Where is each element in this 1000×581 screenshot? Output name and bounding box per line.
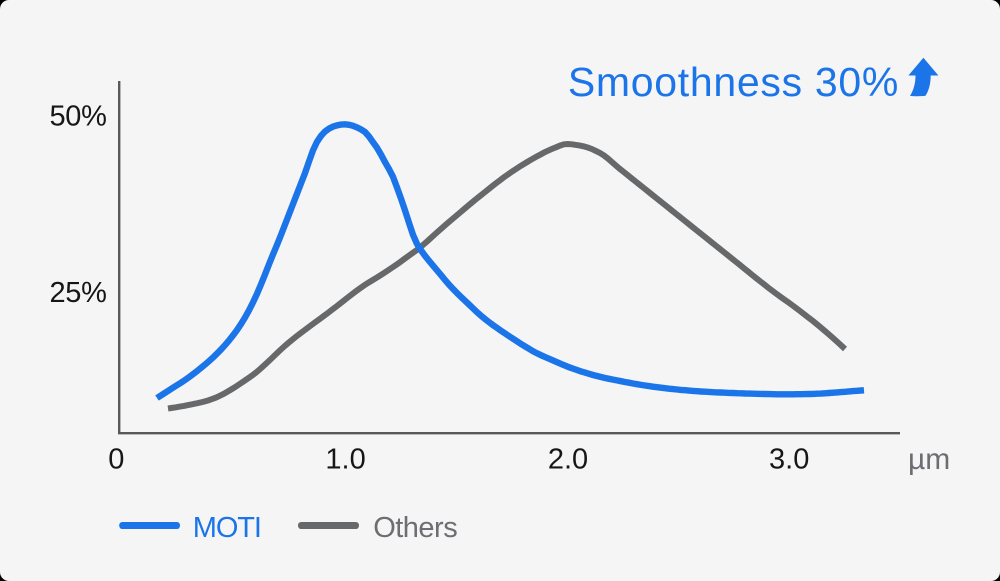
svg-text:2.0: 2.0 — [548, 444, 588, 476]
svg-text:3.0: 3.0 — [769, 444, 809, 476]
svg-text:0: 0 — [108, 444, 124, 476]
svg-text:25%: 25% — [49, 277, 106, 309]
svg-text:Smoothness 30%: Smoothness 30% — [568, 59, 899, 105]
svg-text:1.0: 1.0 — [325, 444, 365, 476]
svg-text:µm: µm — [908, 443, 950, 476]
svg-text:MOTI: MOTI — [193, 512, 261, 544]
svg-text:Others: Others — [373, 512, 457, 544]
svg-text:50%: 50% — [49, 100, 106, 132]
